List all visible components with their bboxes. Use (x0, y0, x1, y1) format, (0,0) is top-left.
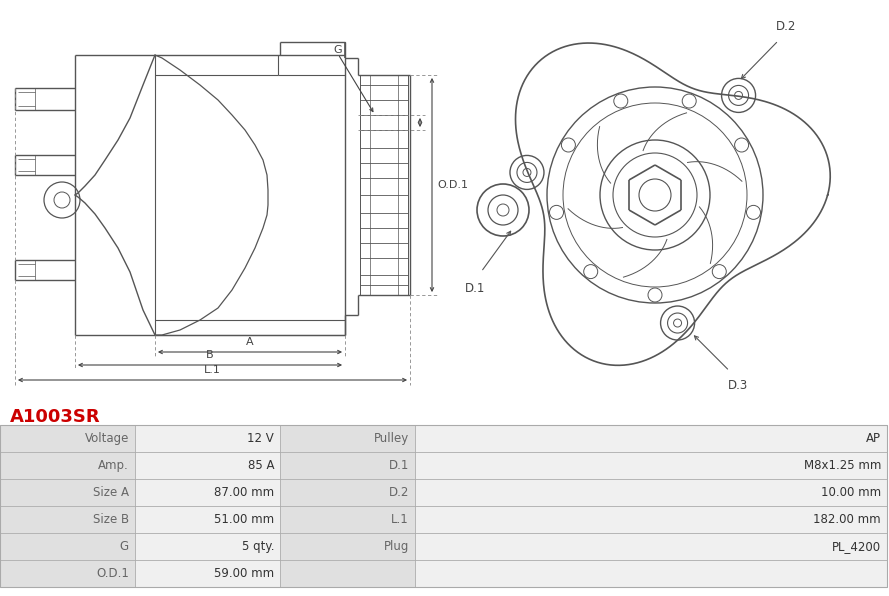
Text: O.D.1: O.D.1 (437, 180, 468, 190)
Text: PL_4200: PL_4200 (832, 540, 881, 553)
Bar (135, 425, 280, 452)
Text: O.D.1: O.D.1 (96, 567, 129, 580)
Text: A1003SR: A1003SR (10, 408, 100, 426)
Text: D.2: D.2 (776, 20, 797, 33)
Bar (0, 560, 135, 587)
Text: Plug: Plug (384, 540, 409, 553)
Text: D.1: D.1 (388, 459, 409, 472)
Text: M8x1.25 mm: M8x1.25 mm (804, 459, 881, 472)
Bar (135, 506, 280, 533)
Text: D.3: D.3 (727, 379, 748, 392)
Bar (280, 479, 415, 506)
Bar (415, 425, 887, 452)
Bar (0, 479, 135, 506)
Text: A: A (246, 337, 254, 347)
Bar (280, 452, 415, 479)
Text: D.2: D.2 (388, 486, 409, 499)
Text: 59.00 mm: 59.00 mm (214, 567, 274, 580)
Text: Size A: Size A (93, 486, 129, 499)
Bar (280, 560, 415, 587)
Text: G: G (120, 540, 129, 553)
Text: 10.00 mm: 10.00 mm (821, 486, 881, 499)
Bar (415, 506, 887, 533)
Text: G: G (333, 45, 342, 55)
Bar (0, 452, 135, 479)
Bar (415, 452, 887, 479)
Bar (280, 533, 415, 560)
Bar (135, 533, 280, 560)
Text: 182.00 mm: 182.00 mm (813, 513, 881, 526)
Text: 5 qty.: 5 qty. (242, 540, 274, 553)
Bar (135, 479, 280, 506)
Text: 87.00 mm: 87.00 mm (214, 486, 274, 499)
Text: B: B (206, 350, 214, 360)
Bar (415, 479, 887, 506)
Bar (135, 452, 280, 479)
Bar (415, 560, 887, 587)
Text: Voltage: Voltage (84, 432, 129, 445)
Text: Amp.: Amp. (99, 459, 129, 472)
Text: L.1: L.1 (204, 365, 220, 375)
Bar (415, 533, 887, 560)
Bar (0, 533, 135, 560)
Bar (135, 560, 280, 587)
Text: D.1: D.1 (465, 282, 485, 295)
Bar (0, 425, 135, 452)
Text: Pulley: Pulley (373, 432, 409, 445)
Bar (280, 425, 415, 452)
Bar (0, 425, 887, 587)
Text: 51.00 mm: 51.00 mm (214, 513, 274, 526)
Text: L.1: L.1 (391, 513, 409, 526)
Bar (280, 506, 415, 533)
Text: 85 A: 85 A (247, 459, 274, 472)
Text: 12 V: 12 V (247, 432, 274, 445)
Text: Size B: Size B (92, 513, 129, 526)
Bar (0, 506, 135, 533)
Text: AP: AP (866, 432, 881, 445)
